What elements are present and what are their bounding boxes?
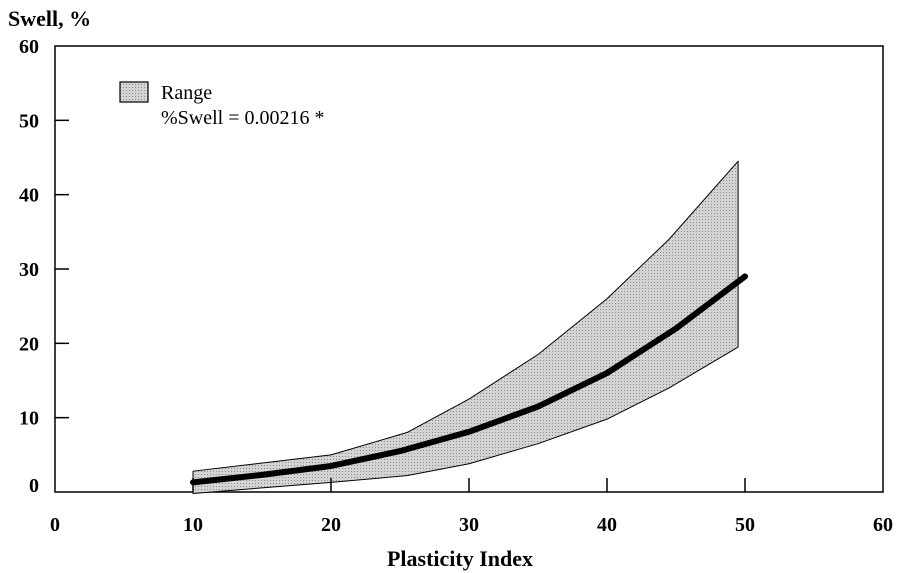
y-tick-label: 50: [19, 110, 39, 132]
x-tick-label: 10: [183, 514, 203, 536]
x-axis-title: Plasticity Index: [387, 546, 533, 571]
x-tick-label: 0: [50, 514, 60, 536]
y-tick-label: 10: [19, 408, 39, 430]
legend-equation-label: %Swell = 0.00216 *: [161, 107, 325, 129]
y-tick-label: 60: [19, 36, 39, 58]
legend-range-label: Range: [161, 82, 212, 104]
y-tick-label: 0: [29, 475, 39, 497]
x-tick-label: 40: [597, 514, 617, 536]
y-axis-title: Swell, %: [8, 6, 91, 31]
x-tick-label: 50: [735, 514, 755, 536]
y-tick-label: 20: [19, 333, 39, 355]
y-tick-label: 40: [19, 185, 39, 207]
x-tick-label: 60: [873, 514, 893, 536]
x-tick-label: 30: [459, 514, 479, 536]
swell-curve: [190, 273, 748, 486]
range-band: [192, 160, 739, 494]
legend-range-swatch: [119, 81, 149, 103]
x-tick-label: 20: [321, 514, 341, 536]
y-tick-label: 30: [19, 259, 39, 281]
